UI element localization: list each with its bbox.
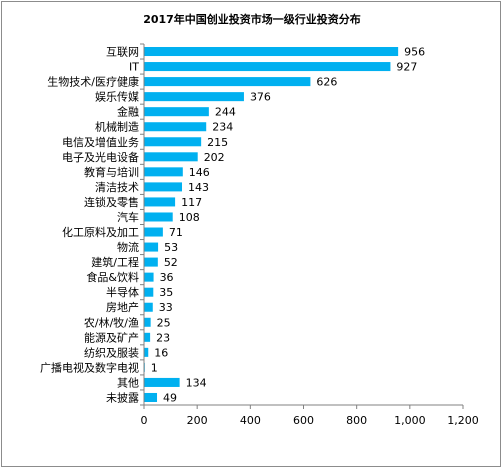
- bar: [144, 62, 391, 72]
- category-label: 房地产: [106, 300, 139, 314]
- category-label: 机械制造: [95, 120, 139, 134]
- category-label: 食品&饮料: [86, 270, 139, 284]
- category-label: 广播电视及数字电视: [40, 360, 139, 374]
- category-label: 金融: [117, 105, 139, 119]
- category-label: 未披露: [106, 390, 139, 404]
- plot-area: 互联网 956 IT 927 生物技术/医疗健康 626 娱乐传媒 376 金融 244 机械制造 2…: [40, 43, 479, 427]
- category-label: 互联网: [106, 46, 139, 59]
- category-label: 清洁技术: [95, 181, 139, 194]
- value-label: 134: [186, 376, 207, 389]
- value-label: 117: [181, 196, 202, 209]
- bar: [144, 302, 153, 312]
- bar: [144, 77, 311, 87]
- category-label: 能源及矿产: [84, 330, 139, 344]
- category-label: 化工原料及加工: [62, 225, 139, 239]
- bar: [144, 167, 183, 177]
- category-label: 物流: [117, 240, 139, 254]
- bar: [144, 257, 158, 267]
- value-label: 33: [159, 301, 173, 314]
- value-label: 376: [250, 91, 271, 104]
- bar: [144, 137, 202, 147]
- category-label: 建筑/工程: [91, 255, 139, 269]
- value-label: 202: [204, 151, 225, 164]
- chart-title: 2017年中国创业投资市场一级行业投资分布: [143, 12, 361, 26]
- category-label: 半导体: [106, 285, 139, 299]
- category-label: 娱乐传媒: [95, 90, 139, 104]
- x-tick-label: 1,000: [394, 414, 426, 427]
- category-label: 纺织及服装: [84, 345, 139, 359]
- value-label: 25: [157, 316, 171, 329]
- bar: [144, 107, 209, 117]
- bar: [144, 377, 180, 387]
- value-label: 1: [151, 361, 158, 374]
- bar: [144, 182, 183, 192]
- bar: [144, 212, 173, 222]
- x-tick-label: 200: [187, 414, 208, 427]
- value-label: 52: [164, 256, 178, 269]
- category-label: 电子及光电设备: [62, 150, 139, 164]
- category-label: 其他: [117, 376, 139, 389]
- value-label: 108: [179, 211, 200, 224]
- category-label: 农/林/牧/渔: [84, 315, 139, 329]
- x-tick-label: 800: [346, 414, 367, 427]
- bar: [144, 197, 176, 207]
- value-label: 16: [154, 346, 168, 359]
- value-label: 49: [163, 391, 177, 404]
- category-label: 汽车: [117, 210, 139, 224]
- x-tick-label: 1,200: [447, 414, 479, 427]
- bar: [144, 332, 151, 342]
- value-label: 23: [156, 331, 170, 344]
- bar: [144, 317, 151, 327]
- x-tick-label: 600: [293, 414, 314, 427]
- bar: [144, 122, 207, 132]
- bar: [144, 242, 159, 252]
- value-label: 53: [164, 241, 178, 254]
- category-label: 教育与培训: [84, 165, 139, 179]
- value-label: 35: [159, 286, 173, 299]
- bar: [144, 347, 149, 357]
- value-label: 956: [404, 46, 425, 59]
- value-label: 626: [316, 76, 337, 89]
- value-label: 927: [396, 61, 417, 74]
- value-label: 36: [160, 271, 174, 284]
- value-label: 234: [212, 121, 233, 134]
- x-tick-label: 0: [141, 414, 148, 427]
- category-label: IT: [129, 61, 139, 74]
- bar: [144, 92, 244, 102]
- value-label: 143: [188, 181, 209, 194]
- value-label: 244: [215, 106, 236, 119]
- bar: [144, 272, 154, 282]
- bar: [144, 152, 198, 162]
- category-label: 电信及增值业务: [62, 135, 139, 149]
- bar: [144, 47, 399, 57]
- category-label: 连锁及零售: [84, 195, 139, 209]
- value-label: 215: [207, 136, 228, 149]
- x-tick-label: 400: [240, 414, 261, 427]
- bar: [144, 392, 158, 402]
- value-label: 146: [189, 166, 210, 179]
- value-label: 71: [169, 226, 183, 239]
- bar: [144, 227, 163, 237]
- bar: [144, 287, 154, 297]
- category-label: 生物技术/医疗健康: [47, 75, 139, 89]
